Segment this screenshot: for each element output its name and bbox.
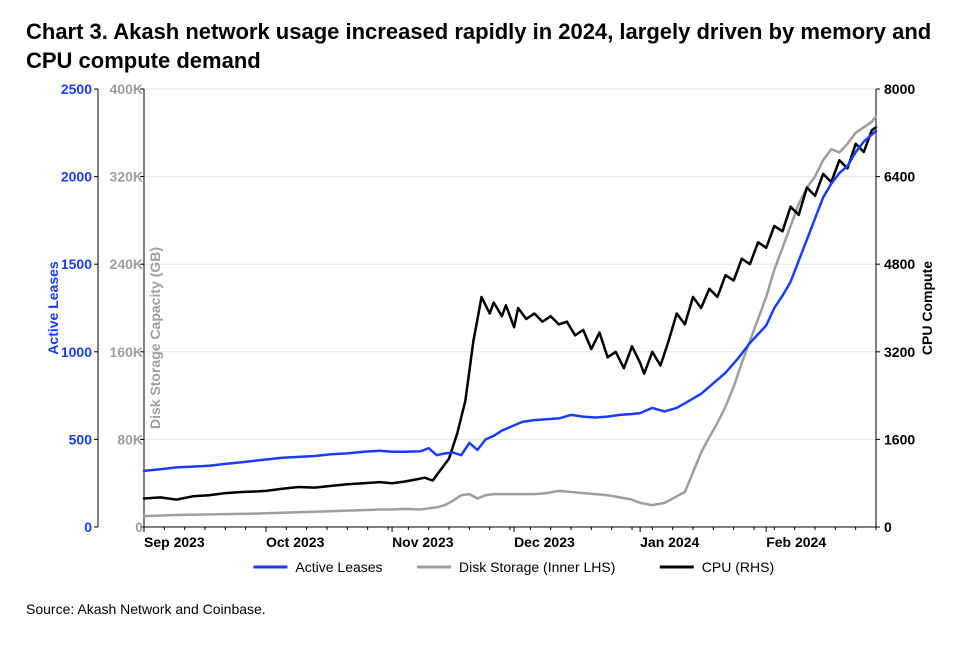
svg-text:4800: 4800 (884, 256, 915, 272)
svg-text:8000: 8000 (884, 81, 915, 97)
svg-text:160K: 160K (110, 344, 143, 360)
source-note: Source: Akash Network and Coinbase. (26, 601, 946, 617)
y-axis-label-cpu: CPU Compute (919, 261, 935, 355)
legend-label-0: Active Leases (295, 559, 382, 575)
chart-page: Chart 3. Akash network usage increased r… (0, 0, 972, 657)
chart-title: Chart 3. Akash network usage increased r… (26, 18, 946, 75)
svg-text:0: 0 (884, 519, 892, 535)
svg-text:Oct 2023: Oct 2023 (266, 534, 325, 550)
svg-text:500: 500 (69, 432, 93, 448)
svg-text:320K: 320K (110, 169, 143, 185)
svg-text:6400: 6400 (884, 169, 915, 185)
svg-text:Sep 2023: Sep 2023 (144, 534, 205, 550)
svg-text:0: 0 (84, 519, 92, 535)
svg-text:400K: 400K (110, 81, 143, 97)
y-axis-label-disk-storage: Disk Storage Capacity (GB) (147, 247, 163, 429)
svg-text:1500: 1500 (61, 256, 92, 272)
svg-text:2500: 2500 (61, 81, 92, 97)
chart-svg: Sep 2023 Oct 2023 Nov 2023 Dec 2023 Jan 2024… (26, 81, 946, 591)
svg-text:2000: 2000 (61, 169, 92, 185)
svg-text:3200: 3200 (884, 344, 915, 360)
chart-area: Sep 2023 Oct 2023 Nov 2023 Dec 2023 Jan 2024… (26, 81, 946, 591)
svg-text:80K: 80K (117, 432, 143, 448)
svg-text:1000: 1000 (61, 344, 92, 360)
legend-label-2: CPU (RHS) (702, 559, 774, 575)
y-axis-label-active-leases: Active Leases (45, 261, 61, 355)
svg-text:1600: 1600 (884, 432, 915, 448)
svg-text:Dec 2023: Dec 2023 (514, 534, 575, 550)
svg-text:0: 0 (135, 519, 143, 535)
svg-text:240K: 240K (110, 256, 143, 272)
svg-text:Jan 2024: Jan 2024 (640, 534, 699, 550)
svg-text:Feb 2024: Feb 2024 (766, 534, 826, 550)
legend-label-1: Disk Storage (Inner LHS) (459, 559, 615, 575)
svg-text:Nov 2023: Nov 2023 (392, 534, 454, 550)
